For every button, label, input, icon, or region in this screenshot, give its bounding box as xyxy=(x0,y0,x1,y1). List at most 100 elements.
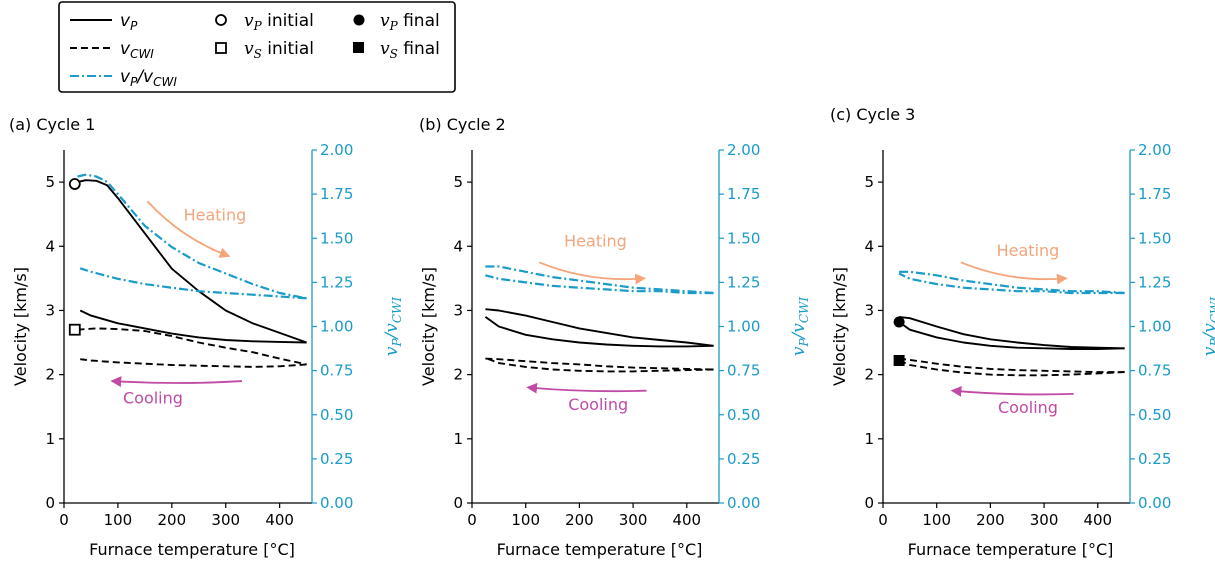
y2-tick-label: 1.50 xyxy=(320,229,353,247)
y2-axis-label-part: v xyxy=(382,346,402,356)
y-tick-label: 3 xyxy=(45,301,55,319)
y-tick-label: 5 xyxy=(45,173,55,191)
y2-tick-label: 0.75 xyxy=(320,362,353,380)
y2-axis-label-part: P xyxy=(390,338,404,348)
heating-arrow xyxy=(538,261,646,285)
y-tick-label: 0 xyxy=(453,494,463,512)
heating-label: Heating xyxy=(564,231,627,250)
cooling-label: Cooling xyxy=(568,395,628,414)
y2-axis-label-part: CWI xyxy=(797,297,811,324)
cooling-label: Cooling xyxy=(998,398,1058,417)
y-tick-label: 5 xyxy=(453,173,463,191)
legend-vs-initial-label: vS initial xyxy=(244,39,314,61)
series-ratio-heating xyxy=(77,173,307,300)
vs-final-marker xyxy=(893,355,905,367)
y-tick-label: 2 xyxy=(864,366,874,384)
legend-vs-final-marker xyxy=(353,42,364,53)
y2-axis-label-part: /v xyxy=(1200,323,1215,341)
y-tick-label: 0 xyxy=(45,494,55,512)
y2-tick-label: 0.00 xyxy=(727,494,760,512)
series-ratio-heating xyxy=(485,265,714,295)
x-axis-label: Furnace temperature [°C] xyxy=(89,540,295,559)
panel-title: (a) Cycle 1 xyxy=(9,115,95,134)
panel-3: (c) Cycle 3 0 100 200 300 400 Furnace temperat… xyxy=(830,105,1215,559)
y2-tick-label: 0.25 xyxy=(1138,450,1171,468)
heating-label: Heating xyxy=(184,206,247,225)
x-tick-label: 100 xyxy=(511,511,540,529)
y-tick-label: 1 xyxy=(864,430,874,448)
x-tick-label: 0 xyxy=(467,511,477,529)
y2-axis-label-part: v xyxy=(789,346,809,356)
y2-tick-label: 2.00 xyxy=(727,141,760,159)
y2-tick-label: 1.00 xyxy=(1138,318,1171,336)
y-tick-label: 4 xyxy=(45,237,55,255)
heating-label: Heating xyxy=(997,241,1060,260)
legend-vp-line-label: vP xyxy=(120,11,138,33)
y-tick-label: 1 xyxy=(453,430,463,448)
y2-tick-label: 0.75 xyxy=(1138,362,1171,380)
y2-tick-label: 1.50 xyxy=(1138,229,1171,247)
y2-tick-label: 0.50 xyxy=(320,406,353,424)
legend-vp-final-label: vP final xyxy=(380,11,440,33)
y-tick-label: 2 xyxy=(45,366,55,384)
heating-arrow xyxy=(960,261,1068,285)
y2-tick-label: 0.25 xyxy=(320,450,353,468)
y2-tick-label: 1.25 xyxy=(1138,273,1171,291)
heating-arrow xyxy=(146,200,231,258)
y2-axis-label-part: /v xyxy=(789,323,809,341)
y2-tick-label: 0.75 xyxy=(727,362,760,380)
series-vp-heating xyxy=(898,315,1125,350)
legend-vp-final-marker xyxy=(353,14,365,26)
legend-vs-initial-marker xyxy=(215,42,227,54)
legend-ratio-line-label: vP/vCWI xyxy=(120,67,177,89)
series-vcwi-heating xyxy=(77,327,307,366)
panel-title: (b) Cycle 2 xyxy=(419,115,506,134)
x-tick-label: 300 xyxy=(619,511,648,529)
y2-axis-label-part: CWI xyxy=(1208,297,1215,324)
series-vp-cooling xyxy=(898,321,1125,350)
y2-axis-label-part: v xyxy=(1200,346,1215,356)
series-vcwi-cooling xyxy=(80,358,307,368)
y2-tick-label: 0.00 xyxy=(1138,494,1171,512)
y-tick-label: 3 xyxy=(864,301,874,319)
x-tick-label: 400 xyxy=(265,511,294,529)
y-tick-label: 0 xyxy=(864,494,874,512)
series-vcwi-cooling xyxy=(898,359,1125,377)
y2-axis-label: vP/vCWI xyxy=(382,297,404,357)
x-tick-label: 100 xyxy=(922,511,951,529)
series-vcwi-cooling xyxy=(485,357,714,373)
y-axis-label: Velocity [km/s] xyxy=(11,267,30,386)
y-axis-label: Velocity [km/s] xyxy=(830,267,849,386)
y2-tick-label: 0.00 xyxy=(320,494,353,512)
y2-tick-label: 1.75 xyxy=(320,185,353,203)
y2-tick-label: 0.50 xyxy=(727,406,760,424)
y2-tick-label: 1.25 xyxy=(727,273,760,291)
x-tick-label: 0 xyxy=(59,511,69,529)
x-tick-label: 100 xyxy=(104,511,133,529)
series-ratio-heating xyxy=(899,270,1125,295)
y2-tick-label: 1.00 xyxy=(320,318,353,336)
cooling-arrow xyxy=(110,376,242,387)
x-tick-label: 400 xyxy=(1083,511,1112,529)
cooling-arrow xyxy=(950,386,1074,397)
y2-tick-label: 0.50 xyxy=(1138,406,1171,424)
x-tick-label: 300 xyxy=(1030,511,1059,529)
legend-vp-initial-label: vP initial xyxy=(244,11,314,33)
x-axis-label: Furnace temperature [°C] xyxy=(908,540,1114,559)
y-axis-label: Velocity [km/s] xyxy=(419,267,438,386)
y-tick-label: 4 xyxy=(864,237,874,255)
y2-tick-label: 1.25 xyxy=(320,273,353,291)
y2-tick-label: 2.00 xyxy=(320,141,353,159)
series-vcwi-heating xyxy=(898,357,1125,374)
vp-final-marker xyxy=(893,316,905,328)
y2-tick-label: 1.75 xyxy=(1138,185,1171,203)
legend-vcwi-line-label: vCWI xyxy=(120,39,154,61)
legend: vP vCWI vP/vCWI vP initial vS initial vP… xyxy=(58,1,456,93)
cooling-arrow xyxy=(526,382,647,394)
vp-initial-marker xyxy=(68,178,81,190)
series-ratio-cooling xyxy=(898,272,1125,295)
legend-vp-initial-marker xyxy=(215,14,227,26)
panel-1: (a) Cycle 1 0 100 200 300 400 Furnace temperat… xyxy=(9,115,404,559)
